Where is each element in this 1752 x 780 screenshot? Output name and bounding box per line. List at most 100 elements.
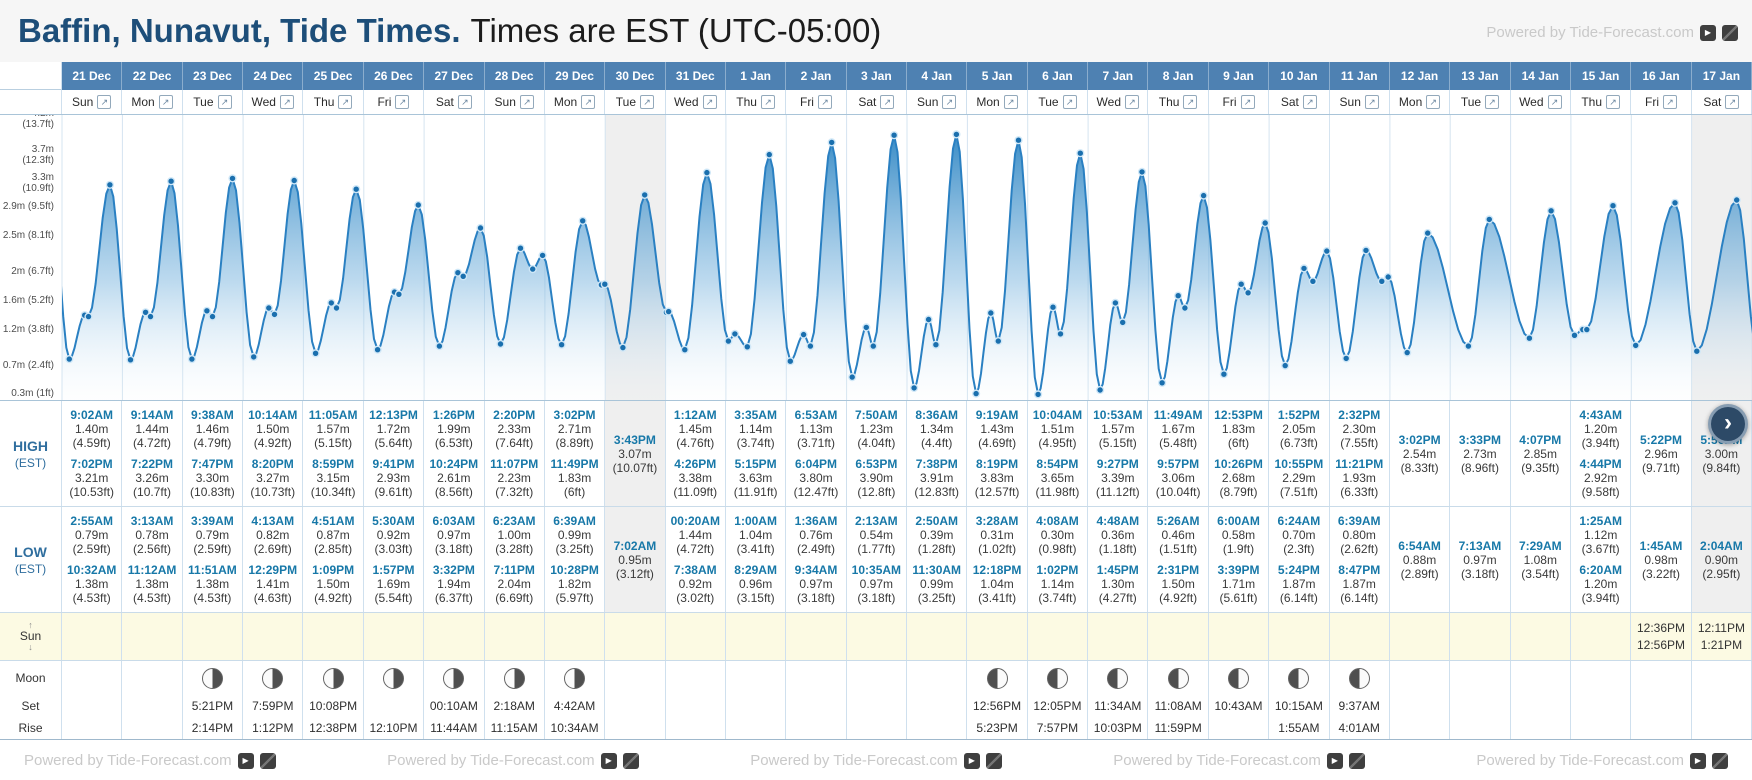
expand-day-icon[interactable]: ↗: [1426, 95, 1441, 109]
expand-day-icon[interactable]: ↗: [1485, 95, 1500, 109]
expand-day-icon[interactable]: ↗: [1125, 95, 1140, 109]
expand-day-icon[interactable]: ↗: [1062, 95, 1077, 109]
high-tide-cell: 2:32PM 2.30m (7.55ft) 11:21PM 1.93m (6.33ft): [1330, 401, 1390, 506]
expand-day-icon[interactable]: ↗: [760, 95, 775, 109]
date-header-cell[interactable]: 3 Jan: [847, 62, 908, 90]
high-tide-entry: 11:49PM 1.83m (6ft): [545, 457, 604, 499]
tide-height-m: 0.87m: [316, 528, 350, 542]
tide-time: 10:32AM: [67, 563, 117, 577]
moonrise-time: 10:03PM: [1088, 717, 1149, 739]
high-tide-entry: 10:24PM 2.61m (8.56ft): [424, 457, 483, 499]
expand-day-icon[interactable]: ↗: [457, 95, 472, 109]
date-header-cell[interactable]: 31 Dec: [666, 62, 726, 90]
date-header-cell[interactable]: 23 Dec: [183, 62, 244, 90]
day-of-week-label: Sun: [72, 95, 94, 109]
date-header-cell[interactable]: 5 Jan: [967, 62, 1028, 90]
next-days-button[interactable]: ›: [1708, 404, 1748, 444]
expand-day-icon[interactable]: ↗: [1302, 95, 1317, 109]
tide-height-ft: (4.27ft): [1098, 591, 1137, 605]
sun-cell: [1450, 613, 1511, 660]
expand-day-icon[interactable]: ↗: [1240, 95, 1255, 109]
date-header-cell[interactable]: 15 Jan: [1571, 62, 1632, 90]
tide-time: 1:45PM: [1096, 563, 1139, 577]
high-tide-cell: 9:02AM 1.40m (4.59ft) 7:02PM 3.21m (10.53ft): [62, 401, 123, 506]
date-header-cell[interactable]: 11 Jan: [1330, 62, 1390, 90]
expand-day-icon[interactable]: ↗: [97, 95, 112, 109]
day-of-week-cell: Thu ↗: [1571, 90, 1632, 114]
expand-day-icon[interactable]: ↗: [1003, 95, 1018, 109]
expand-day-icon[interactable]: ↗: [158, 95, 173, 109]
date-header-cell[interactable]: 4 Jan: [907, 62, 968, 90]
date-header-cell[interactable]: 13 Jan: [1450, 62, 1511, 90]
low-tide-cell: 2:13AM 0.54m (1.77ft) 10:35AM 0.97m (3.18ft): [847, 507, 908, 612]
high-tide-cell: 1:26PM 1.99m (6.53ft) 10:24PM 2.61m (8.56ft): [424, 401, 485, 506]
expand-day-icon[interactable]: ↗: [581, 95, 596, 109]
date-header-cell[interactable]: 7 Jan: [1088, 62, 1149, 90]
sun-cell: [726, 613, 787, 660]
low-tide-entry: 6:54AM 0.88m (2.89ft): [1390, 539, 1449, 581]
date-header-cell[interactable]: 10 Jan: [1269, 62, 1330, 90]
tide-height-m: 0.36m: [1101, 528, 1135, 542]
date-header-cell[interactable]: 26 Dec: [364, 62, 425, 90]
date-header-cell[interactable]: 30 Dec: [605, 62, 666, 90]
date-header-cell[interactable]: 9 Jan: [1209, 62, 1270, 90]
tide-height-m: 0.70m: [1282, 528, 1316, 542]
date-header-cell[interactable]: 12 Jan: [1390, 62, 1451, 90]
date-header-cell[interactable]: 22 Dec: [122, 62, 183, 90]
expand-day-icon[interactable]: ↗: [1663, 95, 1678, 109]
date-header-cell[interactable]: 14 Jan: [1511, 62, 1571, 90]
expand-day-icon[interactable]: ↗: [1547, 95, 1562, 109]
low-tide-cell: 6:39AM 0.80m (2.62ft) 8:47PM 1.87m (6.14ft): [1330, 507, 1390, 612]
day-of-week-label: Thu: [736, 95, 757, 109]
expand-day-icon[interactable]: ↗: [338, 95, 353, 109]
date-header-cell[interactable]: 29 Dec: [545, 62, 606, 90]
date-header-cell[interactable]: 16 Jan: [1631, 62, 1692, 90]
tide-time: 3:39PM: [1217, 563, 1260, 577]
tide-time: 5:30AM: [372, 514, 415, 528]
date-header-cell[interactable]: 17 Jan: [1692, 62, 1752, 90]
moonrise-time: 4:01AM: [1330, 717, 1390, 739]
expand-day-icon[interactable]: ↗: [640, 95, 655, 109]
expand-day-icon[interactable]: ↗: [1725, 95, 1740, 109]
low-tide-entry: 6:39AM 0.99m (3.25ft): [545, 514, 604, 556]
tide-time: 6:23AM: [492, 514, 536, 528]
moon-phase-icon: [382, 667, 404, 689]
expand-day-icon[interactable]: ↗: [279, 95, 294, 109]
low-tide-entry: 6:23AM 1.00m (3.28ft): [485, 514, 544, 556]
date-header-cell[interactable]: 8 Jan: [1148, 62, 1209, 90]
moon-phase-icon: [1107, 667, 1129, 689]
expand-day-icon[interactable]: ↗: [1183, 95, 1198, 109]
day-of-week-label: Tue: [1038, 95, 1059, 109]
high-tide-cell: 12:13PM 1.72m (5.64ft) 9:41PM 2.93m (9.61ft): [364, 401, 425, 506]
expand-day-icon[interactable]: ↗: [1364, 95, 1379, 109]
date-header-cell[interactable]: 2 Jan: [786, 62, 847, 90]
date-header-cell[interactable]: 6 Jan: [1028, 62, 1089, 90]
sun-cell: [1028, 613, 1089, 660]
footer-watermark: Powered by Tide-Forecast.com ▶: [1476, 752, 1728, 769]
expand-day-icon[interactable]: ↗: [880, 95, 895, 109]
high-tide-entry: 8:20PM 3.27m (10.73ft): [243, 457, 302, 499]
expand-day-icon[interactable]: ↗: [395, 95, 410, 109]
expand-day-icon[interactable]: ↗: [519, 95, 534, 109]
low-tide-entry: 3:28AM 0.31m (1.02ft): [967, 514, 1026, 556]
tide-height-ft: (3.54ft): [1521, 566, 1560, 581]
day-of-week-cell: Mon ↗: [1390, 90, 1451, 114]
date-header-cell[interactable]: 24 Dec: [243, 62, 304, 90]
tide-time: 3:33PM: [1458, 432, 1501, 447]
tide-height-ft: (1.28ft): [917, 542, 956, 556]
date-header-cell[interactable]: 1 Jan: [726, 62, 787, 90]
sun-cell: 12:36PM 12:56PM: [1631, 613, 1692, 660]
expand-day-icon[interactable]: ↗: [942, 95, 957, 109]
high-tide-cell: 9:19AM 1.43m (4.69ft) 8:19PM 3.83m (12.57ft): [967, 401, 1028, 506]
day-of-week-cell: Sun ↗: [1330, 90, 1390, 114]
date-header-cell[interactable]: 28 Dec: [485, 62, 545, 90]
date-header-cell[interactable]: 25 Dec: [303, 62, 364, 90]
expand-day-icon[interactable]: ↗: [817, 95, 832, 109]
expand-day-icon[interactable]: ↗: [217, 95, 232, 109]
google-play-badge-icon: ▶: [237, 752, 254, 769]
date-header-cell[interactable]: 27 Dec: [424, 62, 485, 90]
expand-day-icon[interactable]: ↗: [702, 95, 717, 109]
date-header-cell[interactable]: 21 Dec: [62, 62, 123, 90]
app-store-badge-icon: [259, 752, 276, 769]
expand-day-icon[interactable]: ↗: [1606, 95, 1620, 109]
